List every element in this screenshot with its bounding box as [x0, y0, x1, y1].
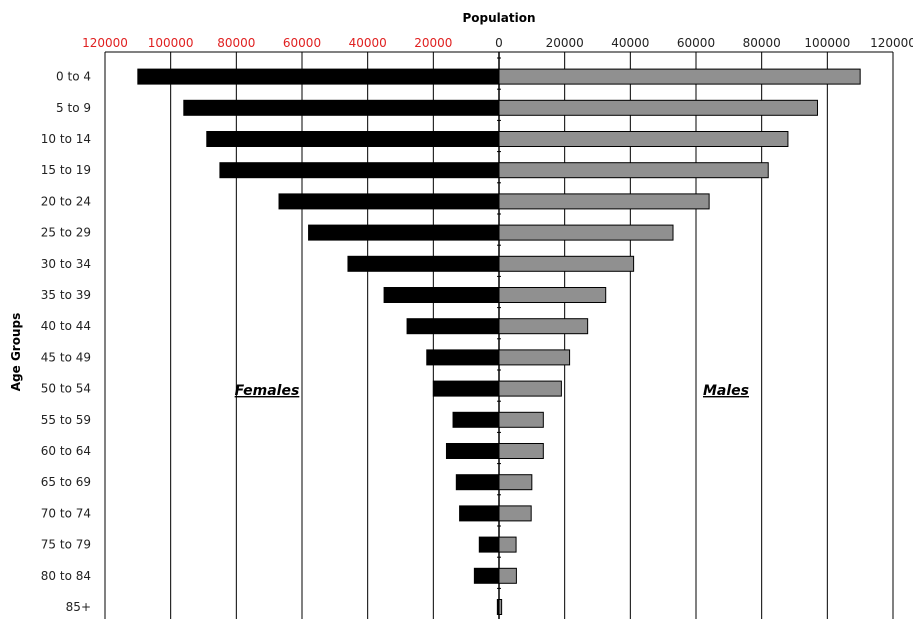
bar-males: [498, 505, 532, 522]
category-label: 30 to 34: [41, 257, 91, 271]
category-label: 20 to 24: [41, 194, 91, 208]
category-label: 0 to 4: [56, 70, 91, 84]
x-tick-label-right: 40000: [611, 36, 649, 50]
bar-males: [498, 318, 589, 335]
x-tick-label-left: 120000: [82, 36, 128, 50]
females-label: Females: [235, 383, 300, 399]
bar-females: [459, 505, 500, 522]
bar-males: [498, 443, 544, 459]
category-label: 85+: [66, 600, 91, 614]
x-axis-title: Population: [462, 11, 535, 25]
bar-males: [498, 99, 818, 116]
bar-females: [452, 411, 500, 428]
bar-females: [206, 131, 500, 147]
bar-females: [406, 318, 500, 335]
bar-males: [498, 131, 789, 147]
bar-females: [137, 68, 500, 85]
category-label: 40 to 44: [41, 319, 91, 333]
category-label: 75 to 79: [41, 538, 91, 552]
category-label: 70 to 74: [41, 506, 91, 520]
x-tick-label-right: 120000: [870, 36, 913, 50]
category-label: 25 to 29: [41, 226, 91, 240]
bar-females: [183, 99, 500, 116]
category-label: 80 to 84: [41, 569, 91, 583]
bar-males: [498, 380, 562, 397]
y-axis-title: Age Groups: [9, 313, 23, 391]
bar-males: [498, 68, 861, 85]
males-label: Males: [703, 383, 749, 399]
x-tick-label-left: 40000: [349, 36, 387, 50]
bar-males: [498, 411, 544, 428]
category-label: 45 to 49: [41, 350, 91, 364]
category-label: 15 to 19: [41, 163, 91, 177]
bar-females: [383, 287, 500, 303]
axis-layer: [105, 51, 893, 619]
category-label: 5 to 9: [56, 101, 91, 115]
label-layer: 120000 100000 80000 60000 40000 20000 0 20000 40…: [41, 36, 913, 614]
category-label: 10 to 14: [41, 132, 91, 146]
bar-females: [308, 224, 500, 241]
bar-females: [219, 162, 500, 179]
bar-males: [498, 599, 503, 615]
bar-females: [455, 474, 500, 491]
bar-males: [498, 224, 674, 241]
x-tick-label-right: 100000: [804, 36, 850, 50]
bar-males: [498, 255, 635, 272]
category-label: 35 to 39: [41, 288, 91, 302]
x-tick-label-right: 80000: [743, 36, 781, 50]
bar-females: [347, 255, 500, 272]
x-tick-label-right: 20000: [546, 36, 584, 50]
bar-females: [432, 380, 500, 397]
bar-layer: [137, 68, 861, 615]
category-label: 60 to 64: [41, 444, 91, 458]
bar-females: [426, 349, 500, 366]
category-label: 50 to 54: [41, 382, 91, 396]
bar-females: [478, 536, 500, 553]
bar-males: [498, 193, 710, 210]
bar-females: [445, 443, 500, 459]
x-tick-label-left: 100000: [148, 36, 194, 50]
bar-males: [498, 162, 769, 179]
bar-males: [498, 474, 533, 491]
bar-males: [498, 536, 517, 553]
bar-females: [278, 193, 500, 210]
grid-layer: [104, 52, 894, 619]
x-tick-label-left: 20000: [414, 36, 452, 50]
category-label: 55 to 59: [41, 413, 91, 427]
x-tick-label-right: 0: [495, 36, 503, 50]
bar-males: [498, 567, 517, 584]
category-label: 65 to 69: [41, 475, 91, 489]
x-tick-label-left: 60000: [283, 36, 321, 50]
bar-males: [498, 349, 571, 366]
bar-females: [473, 567, 500, 584]
x-tick-label-right: 60000: [677, 36, 715, 50]
bar-males: [498, 287, 607, 303]
x-tick-label-left: 80000: [217, 36, 255, 50]
